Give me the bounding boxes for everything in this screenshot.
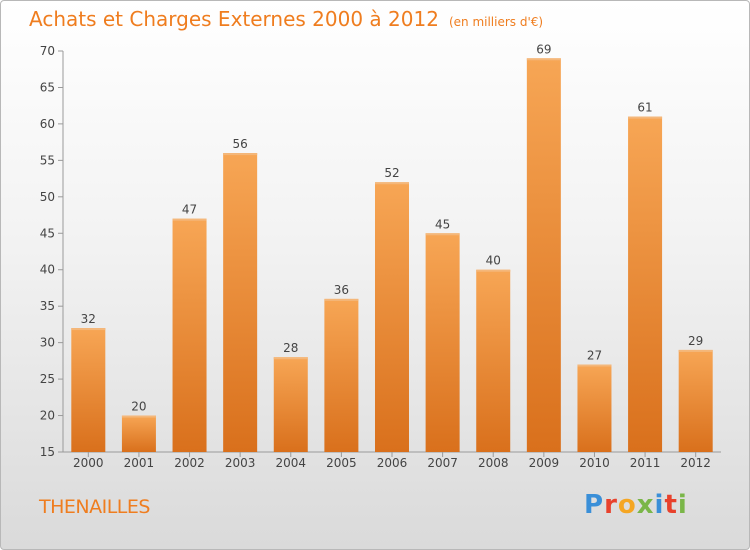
bar: [577, 364, 612, 452]
bar-top-edge: [577, 364, 612, 367]
y-tick-label: 40: [40, 263, 55, 277]
bar-top-edge: [425, 233, 460, 236]
bar-top-edge: [273, 357, 308, 360]
bar-top-edge: [121, 415, 156, 418]
bar-top-edge: [172, 218, 207, 221]
value-label: 69: [536, 42, 551, 56]
axes: 15 20 25 30 35 40 45 50 55 60 65 70 2000 2001 2002 2003…: [40, 44, 721, 470]
chart-subtitle: (en milliers d'€): [448, 15, 544, 29]
bar: [628, 116, 663, 453]
x-tick-label: 2006: [377, 456, 408, 470]
logo-letter: r: [604, 490, 618, 520]
chart-title-text: Achats et Charges Externes 2000 à 2012: [29, 7, 439, 31]
bar: [324, 298, 359, 452]
y-tick-label: 45: [40, 226, 55, 240]
bar-top-edge: [71, 328, 106, 331]
logo-letter: o: [617, 490, 637, 520]
x-tick-label: 2008: [478, 456, 509, 470]
value-label: 52: [384, 166, 399, 180]
bar: [526, 58, 561, 453]
y-tick-label: 65: [40, 80, 55, 94]
bar: [476, 269, 511, 452]
y-tick-label: 55: [40, 153, 55, 167]
x-tick-label: 2007: [427, 456, 458, 470]
bar-top-edge: [324, 298, 359, 301]
x-tick-label: 2003: [225, 456, 256, 470]
value-label: 29: [688, 334, 703, 348]
x-tick-label: 2002: [174, 456, 205, 470]
y-tick-label: 25: [40, 372, 55, 386]
logo-letter: P: [584, 490, 605, 520]
x-tick-label: 2012: [680, 456, 711, 470]
commune-name: THENAILLES: [39, 496, 150, 518]
logo-letter: t: [664, 490, 678, 520]
bar: [678, 349, 713, 452]
bar-top-edge: [526, 58, 561, 61]
value-label: 36: [334, 283, 349, 297]
value-label: 61: [637, 101, 652, 115]
value-labels: 32 20 47 56 28 36 52 45 40 69 27 61 29: [81, 42, 704, 413]
x-tick-label: 2000: [73, 456, 104, 470]
bars: [71, 58, 713, 453]
value-label: 40: [486, 254, 501, 268]
value-label: 27: [587, 349, 602, 363]
x-tick-label: 2011: [630, 456, 661, 470]
x-tick-label: 2005: [326, 456, 357, 470]
x-tick-label: 2010: [579, 456, 610, 470]
bar: [172, 218, 207, 452]
value-label: 47: [182, 203, 197, 217]
bar: [375, 182, 409, 452]
bar-top-edge: [223, 153, 258, 156]
bar: [121, 415, 156, 452]
y-tick-label: 20: [40, 409, 55, 423]
y-tick-label: 35: [40, 299, 55, 313]
bar-top-edge: [375, 182, 409, 185]
chart-title: Achats et Charges Externes 2000 à 2012 (e…: [29, 7, 543, 31]
logo-letter: x: [636, 490, 655, 520]
bar-top-edge: [628, 116, 663, 119]
bar: [71, 328, 106, 452]
y-tick-label: 15: [40, 445, 55, 459]
bar: [273, 357, 308, 452]
y-tick-label: 50: [40, 190, 55, 204]
x-tick-label: 2009: [529, 456, 560, 470]
value-label: 28: [283, 341, 298, 355]
bar: [425, 233, 460, 452]
y-tick-label: 70: [40, 44, 55, 58]
value-label: 32: [81, 312, 96, 326]
logo-letter: i: [654, 490, 665, 520]
logo-letter: i: [677, 490, 688, 520]
y-tick-label: 60: [40, 117, 55, 131]
x-tick-label: 2004: [275, 456, 306, 470]
value-label: 45: [435, 217, 450, 231]
proxiti-logo: Proxiti: [584, 490, 688, 520]
bar: [223, 153, 258, 452]
bar-top-edge: [476, 269, 511, 272]
x-tick-label: 2001: [124, 456, 155, 470]
bar-top-edge: [678, 349, 713, 352]
y-tick-label: 30: [40, 336, 55, 350]
value-label: 56: [233, 137, 248, 151]
value-label: 20: [131, 400, 146, 414]
